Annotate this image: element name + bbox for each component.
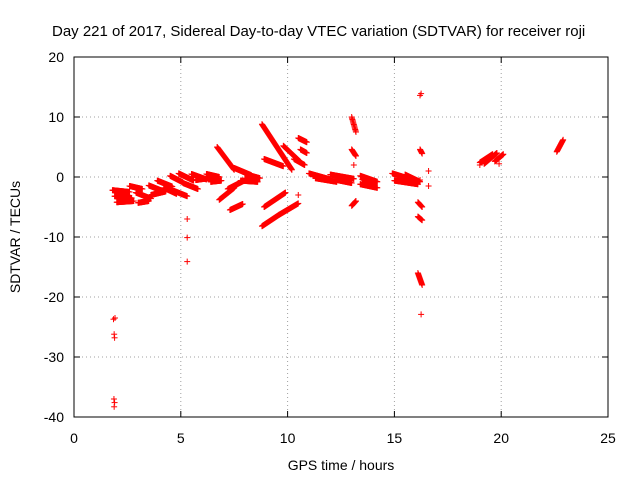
y-tick-label: 20 [48,49,64,65]
data-point [295,192,302,198]
data-point [218,177,225,184]
data-point [352,198,359,204]
data-point [110,396,117,402]
data-point [256,175,263,182]
data-point [374,178,381,185]
data-point [111,334,118,341]
data-point [352,129,359,135]
data-point [419,204,426,210]
data-point [184,216,191,222]
data-point [111,403,118,410]
data-point [280,163,287,170]
data-point [425,183,432,189]
x-tick-label: 20 [493,430,509,446]
data-point [301,162,308,168]
data-point [493,150,500,156]
data-point [419,150,426,157]
data-point [496,160,503,167]
axis-ticks [73,56,609,418]
data-point [348,180,355,186]
data-point [130,198,137,204]
data-point [350,175,357,182]
y-axis-label: SDTVAR / TECUs [7,181,23,293]
data-point [374,184,381,191]
data-point [476,162,483,168]
grid-lines [74,57,608,417]
y-tick-label: -40 [44,409,64,425]
data-point [110,316,117,323]
data-point [303,150,310,156]
data-point [417,177,424,183]
data-point [425,168,432,174]
y-tick-label: -30 [44,349,64,365]
data-point [418,90,425,97]
data-point [560,136,567,143]
data-point [350,162,357,168]
x-tick-label: 25 [600,430,616,446]
chart-title: Day 221 of 2017, Sidereal Day-to-day VTE… [52,23,585,40]
data-point [370,181,377,188]
y-tick-label: 0 [56,169,64,185]
data-point [282,189,289,196]
data-point [184,234,191,241]
y-tick-label: -10 [44,229,64,245]
data-point [112,315,119,321]
x-tick-label: 10 [280,430,296,446]
data-point [419,217,426,224]
x-tick-label: 5 [177,430,185,446]
x-tick-label: 15 [387,430,403,446]
data-point [139,186,146,192]
data-point [419,282,426,288]
y-tick-labels: -40 -30 -20 -10 0 10 20 [44,49,64,425]
data-point [184,193,191,200]
data-point [418,311,425,318]
x-tick-label: 0 [70,430,78,446]
data-point [194,186,201,192]
y-tick-label: -20 [44,289,64,305]
data-point [145,198,152,204]
data-point [184,258,191,265]
data-point [303,139,310,146]
data-point [239,201,246,207]
data-point [295,200,302,207]
x-tick-labels: 0 5 10 15 20 25 [70,430,616,446]
x-axis-label: GPS time / hours [288,457,395,473]
data-point [126,189,133,195]
data-point [288,166,295,173]
data-points [109,90,567,410]
data-point [500,151,507,158]
data-point [352,153,359,159]
y-tick-label: 10 [48,109,64,125]
